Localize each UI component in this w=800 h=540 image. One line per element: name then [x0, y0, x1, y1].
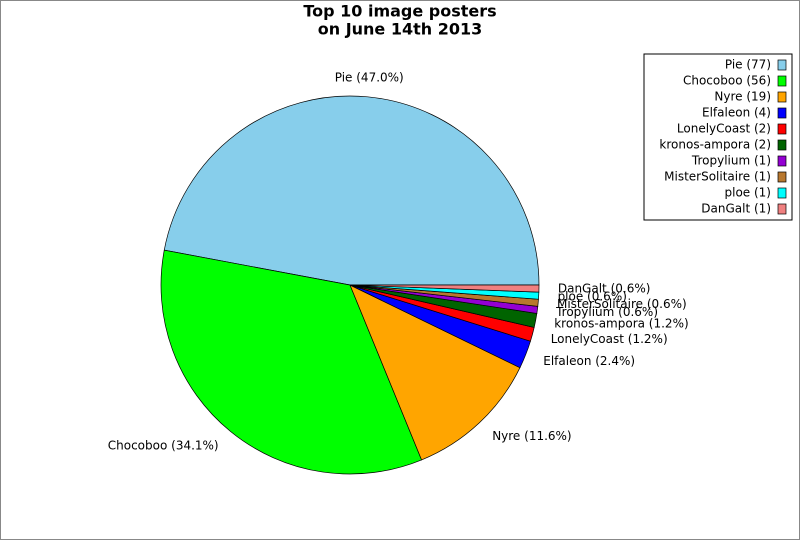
legend-label: kronos-ampora (2): [659, 138, 771, 152]
slice-label: Elfaleon (2.4%): [543, 354, 635, 368]
legend-label: Tropylium (1): [691, 154, 771, 168]
slice-label: ploe (0.6%): [558, 289, 627, 303]
pie-slice: [160, 249, 423, 475]
legend-swatch: [777, 91, 787, 103]
legend-swatch: [777, 59, 787, 71]
legend-swatch: [777, 203, 787, 215]
legend-label: Chocoboo (56): [683, 74, 771, 88]
legend-box: [643, 53, 793, 221]
chart-title: Top 10 image posters: [303, 2, 496, 21]
legend-swatch: [777, 107, 787, 119]
legend-label: Elfaleon (4): [702, 106, 771, 120]
legend-swatch: [777, 75, 787, 87]
legend-swatch: [777, 123, 787, 135]
slice-label: LonelyCoast (1.2%): [551, 332, 668, 346]
legend-label: ploe (1): [725, 186, 772, 200]
legend-swatch: [777, 171, 787, 183]
pie-slice: [163, 95, 540, 286]
legend-label: Nyre (19): [714, 90, 771, 104]
pie-slice: [349, 284, 521, 461]
slice-label: Nyre (11.6%): [492, 429, 571, 443]
legend-label: MisterSolitaire (1): [664, 170, 771, 184]
legend-label: DanGalt (1): [701, 202, 771, 216]
slice-label: Tropylium (0.6%): [555, 305, 658, 319]
slice-label: Pie (47.0%): [335, 70, 404, 84]
legend-label: LonelyCoast (2): [677, 122, 771, 136]
legend-label: Pie (77): [725, 58, 771, 72]
slice-label: kronos-ampora (1.2%): [554, 316, 688, 330]
slice-label: Chocoboo (34.1%): [108, 439, 219, 453]
legend-swatch: [777, 155, 787, 167]
slice-label: DanGalt (0.6%): [558, 281, 651, 295]
pie-slice: [349, 284, 540, 293]
chart-title: on June 14th 2013: [318, 20, 483, 39]
legend-swatch: [777, 187, 787, 199]
legend-swatch: [777, 139, 787, 151]
slice-label: MisterSolitaire (0.6%): [557, 297, 687, 311]
